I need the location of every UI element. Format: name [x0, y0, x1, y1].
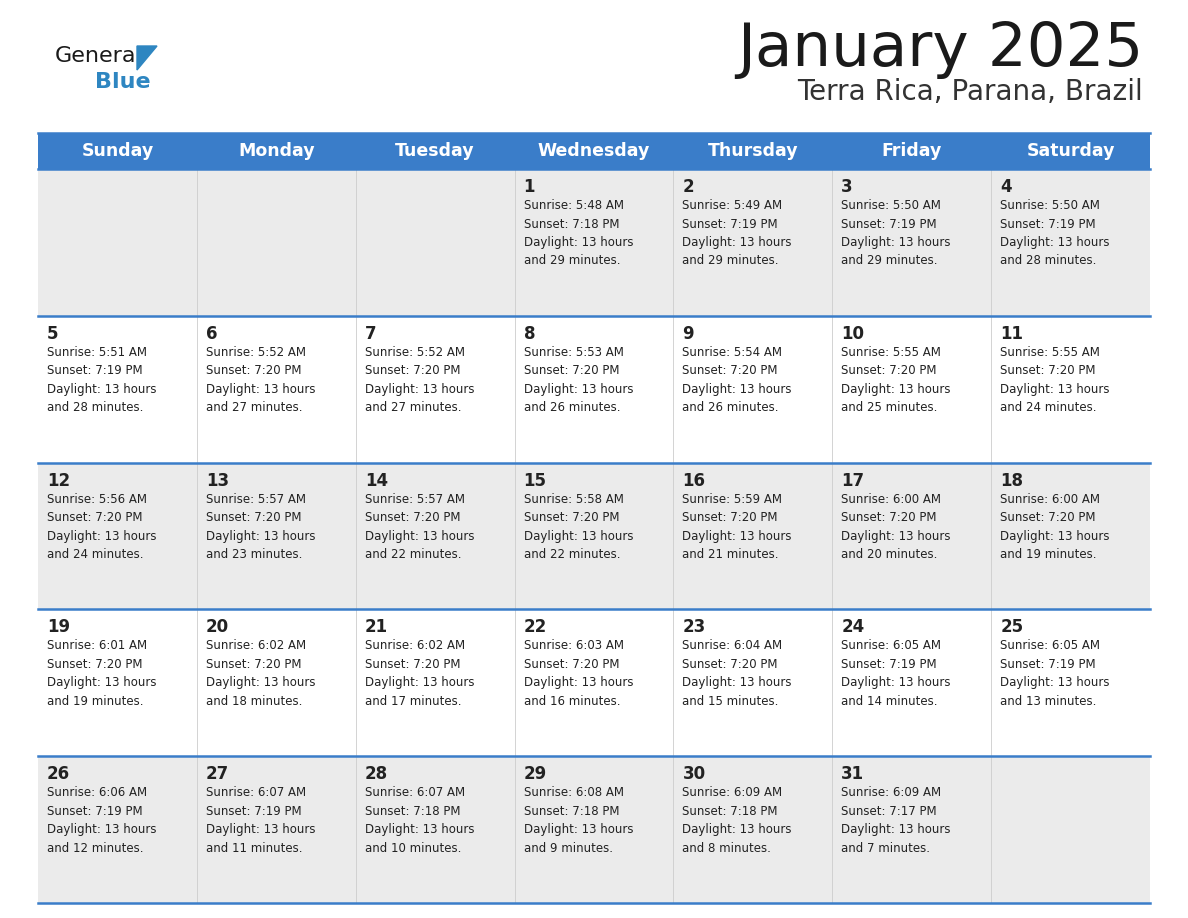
Text: 16: 16 [682, 472, 706, 489]
Text: 21: 21 [365, 619, 387, 636]
Text: 5: 5 [48, 325, 58, 342]
Text: 30: 30 [682, 766, 706, 783]
Text: Sunrise: 6:09 AM
Sunset: 7:17 PM
Daylight: 13 hours
and 7 minutes.: Sunrise: 6:09 AM Sunset: 7:17 PM Dayligh… [841, 786, 950, 855]
Text: 3: 3 [841, 178, 853, 196]
Text: Sunrise: 5:58 AM
Sunset: 7:20 PM
Daylight: 13 hours
and 22 minutes.: Sunrise: 5:58 AM Sunset: 7:20 PM Dayligh… [524, 493, 633, 561]
Text: Terra Rica, Parana, Brazil: Terra Rica, Parana, Brazil [797, 78, 1143, 106]
Polygon shape [137, 46, 157, 70]
Text: Sunrise: 6:07 AM
Sunset: 7:18 PM
Daylight: 13 hours
and 10 minutes.: Sunrise: 6:07 AM Sunset: 7:18 PM Dayligh… [365, 786, 474, 855]
Text: Sunrise: 5:52 AM
Sunset: 7:20 PM
Daylight: 13 hours
and 27 minutes.: Sunrise: 5:52 AM Sunset: 7:20 PM Dayligh… [365, 346, 474, 414]
Text: 19: 19 [48, 619, 70, 636]
Bar [38, 610, 1150, 756]
Text: 31: 31 [841, 766, 865, 783]
Bar [38, 756, 1150, 903]
Text: 28: 28 [365, 766, 387, 783]
Text: Sunrise: 5:53 AM
Sunset: 7:20 PM
Daylight: 13 hours
and 26 minutes.: Sunrise: 5:53 AM Sunset: 7:20 PM Dayligh… [524, 346, 633, 414]
Text: Sunrise: 6:09 AM
Sunset: 7:18 PM
Daylight: 13 hours
and 8 minutes.: Sunrise: 6:09 AM Sunset: 7:18 PM Dayligh… [682, 786, 792, 855]
Text: Sunrise: 6:05 AM
Sunset: 7:19 PM
Daylight: 13 hours
and 13 minutes.: Sunrise: 6:05 AM Sunset: 7:19 PM Dayligh… [1000, 640, 1110, 708]
Text: Sunrise: 6:03 AM
Sunset: 7:20 PM
Daylight: 13 hours
and 16 minutes.: Sunrise: 6:03 AM Sunset: 7:20 PM Dayligh… [524, 640, 633, 708]
Text: General: General [55, 46, 143, 66]
Text: Friday: Friday [881, 142, 942, 160]
Text: 24: 24 [841, 619, 865, 636]
Text: Sunrise: 6:06 AM
Sunset: 7:19 PM
Daylight: 13 hours
and 12 minutes.: Sunrise: 6:06 AM Sunset: 7:19 PM Dayligh… [48, 786, 157, 855]
Text: Sunrise: 5:49 AM
Sunset: 7:19 PM
Daylight: 13 hours
and 29 minutes.: Sunrise: 5:49 AM Sunset: 7:19 PM Dayligh… [682, 199, 792, 267]
Text: Tuesday: Tuesday [396, 142, 475, 160]
Text: Sunrise: 5:52 AM
Sunset: 7:20 PM
Daylight: 13 hours
and 27 minutes.: Sunrise: 5:52 AM Sunset: 7:20 PM Dayligh… [206, 346, 315, 414]
Text: 9: 9 [682, 325, 694, 342]
Text: Sunrise: 6:00 AM
Sunset: 7:20 PM
Daylight: 13 hours
and 20 minutes.: Sunrise: 6:00 AM Sunset: 7:20 PM Dayligh… [841, 493, 950, 561]
Text: 6: 6 [206, 325, 217, 342]
Text: 29: 29 [524, 766, 546, 783]
Text: Sunday: Sunday [81, 142, 153, 160]
Bar [38, 133, 1150, 169]
Text: 4: 4 [1000, 178, 1012, 196]
Text: Sunrise: 5:51 AM
Sunset: 7:19 PM
Daylight: 13 hours
and 28 minutes.: Sunrise: 5:51 AM Sunset: 7:19 PM Dayligh… [48, 346, 157, 414]
Text: Thursday: Thursday [708, 142, 798, 160]
Text: 7: 7 [365, 325, 377, 342]
Text: Wednesday: Wednesday [538, 142, 650, 160]
Text: 22: 22 [524, 619, 546, 636]
Text: Sunrise: 6:00 AM
Sunset: 7:20 PM
Daylight: 13 hours
and 19 minutes.: Sunrise: 6:00 AM Sunset: 7:20 PM Dayligh… [1000, 493, 1110, 561]
Text: Sunrise: 6:01 AM
Sunset: 7:20 PM
Daylight: 13 hours
and 19 minutes.: Sunrise: 6:01 AM Sunset: 7:20 PM Dayligh… [48, 640, 157, 708]
Text: Sunrise: 5:50 AM
Sunset: 7:19 PM
Daylight: 13 hours
and 28 minutes.: Sunrise: 5:50 AM Sunset: 7:19 PM Dayligh… [1000, 199, 1110, 267]
Text: 25: 25 [1000, 619, 1023, 636]
Text: Sunrise: 5:54 AM
Sunset: 7:20 PM
Daylight: 13 hours
and 26 minutes.: Sunrise: 5:54 AM Sunset: 7:20 PM Dayligh… [682, 346, 792, 414]
Text: 11: 11 [1000, 325, 1023, 342]
Text: Sunrise: 6:02 AM
Sunset: 7:20 PM
Daylight: 13 hours
and 17 minutes.: Sunrise: 6:02 AM Sunset: 7:20 PM Dayligh… [365, 640, 474, 708]
Text: 20: 20 [206, 619, 229, 636]
Text: 2: 2 [682, 178, 694, 196]
Text: Blue: Blue [95, 72, 151, 92]
Text: Sunrise: 5:56 AM
Sunset: 7:20 PM
Daylight: 13 hours
and 24 minutes.: Sunrise: 5:56 AM Sunset: 7:20 PM Dayligh… [48, 493, 157, 561]
Text: Sunrise: 5:48 AM
Sunset: 7:18 PM
Daylight: 13 hours
and 29 minutes.: Sunrise: 5:48 AM Sunset: 7:18 PM Dayligh… [524, 199, 633, 267]
Text: Sunrise: 6:05 AM
Sunset: 7:19 PM
Daylight: 13 hours
and 14 minutes.: Sunrise: 6:05 AM Sunset: 7:19 PM Dayligh… [841, 640, 950, 708]
Text: Saturday: Saturday [1026, 142, 1114, 160]
Text: January 2025: January 2025 [737, 20, 1143, 79]
Text: Sunrise: 6:04 AM
Sunset: 7:20 PM
Daylight: 13 hours
and 15 minutes.: Sunrise: 6:04 AM Sunset: 7:20 PM Dayligh… [682, 640, 792, 708]
Text: 1: 1 [524, 178, 535, 196]
Text: Sunrise: 5:59 AM
Sunset: 7:20 PM
Daylight: 13 hours
and 21 minutes.: Sunrise: 5:59 AM Sunset: 7:20 PM Dayligh… [682, 493, 792, 561]
Text: 8: 8 [524, 325, 535, 342]
Text: 13: 13 [206, 472, 229, 489]
Text: Sunrise: 6:02 AM
Sunset: 7:20 PM
Daylight: 13 hours
and 18 minutes.: Sunrise: 6:02 AM Sunset: 7:20 PM Dayligh… [206, 640, 315, 708]
Text: Sunrise: 5:55 AM
Sunset: 7:20 PM
Daylight: 13 hours
and 24 minutes.: Sunrise: 5:55 AM Sunset: 7:20 PM Dayligh… [1000, 346, 1110, 414]
Bar [38, 463, 1150, 610]
Text: Sunrise: 5:57 AM
Sunset: 7:20 PM
Daylight: 13 hours
and 23 minutes.: Sunrise: 5:57 AM Sunset: 7:20 PM Dayligh… [206, 493, 315, 561]
Text: 12: 12 [48, 472, 70, 489]
Text: 15: 15 [524, 472, 546, 489]
Text: 17: 17 [841, 472, 865, 489]
Text: 23: 23 [682, 619, 706, 636]
Text: Sunrise: 6:08 AM
Sunset: 7:18 PM
Daylight: 13 hours
and 9 minutes.: Sunrise: 6:08 AM Sunset: 7:18 PM Dayligh… [524, 786, 633, 855]
Text: Sunrise: 5:55 AM
Sunset: 7:20 PM
Daylight: 13 hours
and 25 minutes.: Sunrise: 5:55 AM Sunset: 7:20 PM Dayligh… [841, 346, 950, 414]
Text: Sunrise: 5:50 AM
Sunset: 7:19 PM
Daylight: 13 hours
and 29 minutes.: Sunrise: 5:50 AM Sunset: 7:19 PM Dayligh… [841, 199, 950, 267]
Text: 27: 27 [206, 766, 229, 783]
Text: 10: 10 [841, 325, 865, 342]
Bar [38, 169, 1150, 316]
Text: Sunrise: 5:57 AM
Sunset: 7:20 PM
Daylight: 13 hours
and 22 minutes.: Sunrise: 5:57 AM Sunset: 7:20 PM Dayligh… [365, 493, 474, 561]
Bar [38, 316, 1150, 463]
Text: 26: 26 [48, 766, 70, 783]
Text: 14: 14 [365, 472, 387, 489]
Text: 18: 18 [1000, 472, 1023, 489]
Text: Sunrise: 6:07 AM
Sunset: 7:19 PM
Daylight: 13 hours
and 11 minutes.: Sunrise: 6:07 AM Sunset: 7:19 PM Dayligh… [206, 786, 315, 855]
Text: Monday: Monday [238, 142, 315, 160]
